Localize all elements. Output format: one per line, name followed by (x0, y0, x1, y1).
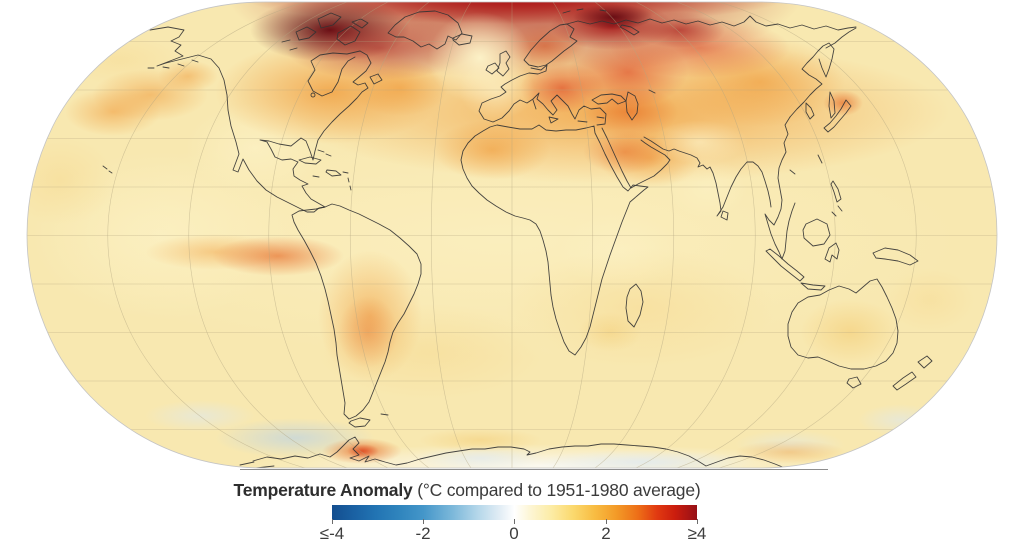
legend-title: Temperature Anomaly (°C compared to 1951… (0, 480, 934, 501)
coastline-madagascar (625, 283, 644, 328)
heat-blob-cream (560, 212, 680, 292)
colorbar-gradient (332, 505, 697, 520)
colorbar-tick (697, 519, 698, 524)
coastline-philippines (830, 180, 843, 217)
heat-blob-redorange (338, 296, 398, 368)
coastline-arabia (601, 127, 671, 189)
colorbar-label-max: ≥4 (687, 524, 707, 543)
heat-blob-paleblue (858, 404, 942, 436)
coastline-arctic-islands (281, 12, 369, 51)
legend-title-rest: (°C compared to 1951-1980 average) (412, 480, 701, 500)
heat-blob-redorange (212, 236, 344, 276)
heat-blob-gold (800, 299, 900, 365)
colorbar-label-min: ≤-4 (319, 524, 345, 543)
heat-blob-redorange (583, 130, 667, 174)
coastline-sulawesi (824, 242, 840, 263)
colorbar-tick (423, 519, 424, 524)
heat-blob-orange (65, 88, 161, 136)
coastline-caspian-sea (625, 89, 656, 121)
heat-blob-darkred (285, 16, 475, 80)
coastline-tasmania (846, 376, 862, 389)
graticule-meridian (552, 2, 593, 468)
coastline-british-isles (485, 50, 511, 77)
coastline-greenland (387, 10, 463, 50)
colorbar-label: -2 (415, 524, 431, 543)
colorbar-tick (332, 519, 333, 524)
coastline-southeast-asia (764, 116, 796, 260)
coastline-new-guinea (872, 247, 919, 266)
coastline-new-zealand (892, 355, 933, 391)
coastline-black-sea (591, 93, 627, 105)
coastline-taiwan-hainan (789, 154, 823, 175)
graticule-meridian (676, 2, 836, 468)
coastline-north-america-west (149, 26, 326, 213)
temperature-heat-field (27, 2, 975, 468)
coastline-sakhalin (828, 91, 836, 119)
colorbar-rect (332, 505, 697, 520)
heat-blob-redorange (823, 90, 863, 116)
coastline-japan (823, 99, 852, 133)
coastline-korea (805, 102, 815, 120)
legend-title-bold: Temperature Anomaly (233, 480, 413, 500)
coastlines (102, 8, 933, 468)
heat-blob-softgold (505, 248, 775, 368)
heat-blob-darkred (635, 12, 725, 48)
map-clip-group (27, 2, 997, 468)
colorbar-tick (606, 519, 607, 524)
heat-blob-gold (578, 312, 642, 352)
coastline-africa (460, 124, 649, 356)
heat-blob-orange (158, 60, 218, 92)
coastline-borneo (802, 218, 831, 247)
coastline-tierra-del-fuego (348, 413, 389, 428)
coastline-iceland (452, 33, 473, 46)
coastline-hudson-bay (307, 50, 361, 97)
heat-blob-softgold (27, 135, 115, 225)
coastline-australia (787, 278, 899, 370)
colorbar-label-zero: 0 (509, 524, 519, 543)
coastline-newfoundland (369, 73, 383, 85)
heat-blob-gold (418, 428, 542, 452)
colorbar-label: 2 (601, 524, 611, 543)
coastline-mediterranean-islands (532, 99, 605, 124)
heat-blob-red (347, 444, 379, 458)
graticule-meridian (188, 2, 348, 468)
aleutian-islands (147, 59, 199, 69)
coastline-south-america (291, 203, 422, 420)
colorbar (332, 505, 697, 520)
hawaii-islands (102, 165, 113, 174)
great-lakes (310, 92, 316, 98)
coastline-iran-india (643, 136, 772, 217)
coastline-novaya-zemlya (619, 24, 640, 36)
coastline-europe (478, 64, 607, 126)
coastline-siberia-north (566, 15, 857, 31)
world-map (26, 1, 998, 470)
coastline-east-asia (789, 27, 857, 118)
coastline-sumatra-java (765, 248, 826, 291)
projection-outline (26, 1, 998, 469)
coastline-sri-lanka (720, 210, 729, 221)
heat-blob-orange (735, 440, 845, 464)
heat-blob-cream (667, 158, 747, 218)
heat-blob-softgold (885, 268, 975, 332)
heat-blob-orange (434, 120, 550, 180)
heat-blob-cream (652, 120, 748, 164)
heat-blob-paleblue (415, 446, 545, 468)
colorbar-tick (514, 519, 515, 524)
coastline-svalbard (562, 8, 607, 14)
coastline-scandinavia (523, 23, 578, 68)
coastline-north-america-east (259, 50, 372, 208)
heat-blob-paleblue (535, 450, 755, 468)
graticule-meridian (431, 2, 472, 468)
coastline-caribbean (298, 149, 352, 191)
